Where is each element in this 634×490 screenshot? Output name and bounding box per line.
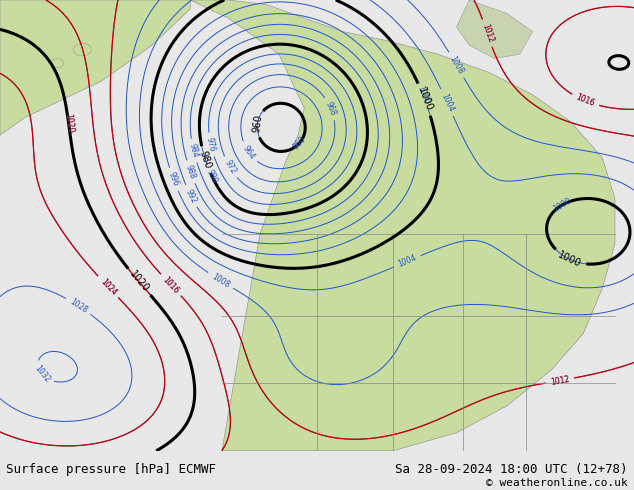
Text: 960: 960 (291, 135, 307, 152)
Text: 1004: 1004 (396, 253, 418, 270)
Circle shape (51, 59, 63, 68)
Text: 1012: 1012 (550, 374, 570, 387)
Text: 1000: 1000 (415, 84, 431, 106)
Text: 980: 980 (205, 168, 219, 185)
Text: 1000: 1000 (416, 86, 434, 113)
Text: 1008: 1008 (210, 271, 231, 290)
Text: 960: 960 (251, 114, 264, 133)
Text: 976: 976 (205, 137, 217, 153)
Text: © weatheronline.co.uk: © weatheronline.co.uk (486, 478, 628, 488)
Text: 1020: 1020 (63, 114, 74, 134)
Text: 1016: 1016 (574, 93, 596, 109)
Text: 1000: 1000 (552, 196, 573, 214)
Text: Surface pressure [hPa] ECMWF: Surface pressure [hPa] ECMWF (6, 463, 216, 476)
Text: 1016: 1016 (574, 93, 596, 109)
Text: 1020: 1020 (127, 270, 151, 294)
Text: 1020: 1020 (63, 114, 74, 134)
Polygon shape (0, 0, 190, 135)
Text: 1016: 1016 (161, 275, 181, 295)
Text: Sa 28-09-2024 18:00 UTC (12+78): Sa 28-09-2024 18:00 UTC (12+78) (395, 463, 628, 476)
Text: 1028: 1028 (68, 297, 89, 315)
Text: 1024: 1024 (98, 277, 118, 297)
Text: 988: 988 (184, 164, 197, 180)
Text: 1012: 1012 (480, 23, 495, 44)
Text: 964: 964 (241, 144, 257, 161)
Text: 1008: 1008 (448, 54, 465, 75)
Circle shape (74, 43, 91, 56)
Text: 1012: 1012 (550, 374, 570, 387)
Text: 1024: 1024 (98, 277, 118, 297)
Text: 996: 996 (167, 171, 181, 188)
Text: 1016: 1016 (161, 275, 181, 295)
Text: 972: 972 (223, 159, 238, 176)
Polygon shape (190, 0, 615, 451)
Text: 1032: 1032 (32, 364, 51, 384)
Text: 984: 984 (188, 143, 200, 159)
Polygon shape (456, 0, 533, 59)
Text: 980: 980 (198, 149, 213, 170)
Text: 968: 968 (324, 100, 338, 117)
Text: 992: 992 (184, 188, 198, 204)
Text: 1000: 1000 (557, 249, 583, 269)
Text: 1012: 1012 (480, 23, 495, 44)
Text: 1004: 1004 (439, 92, 455, 113)
